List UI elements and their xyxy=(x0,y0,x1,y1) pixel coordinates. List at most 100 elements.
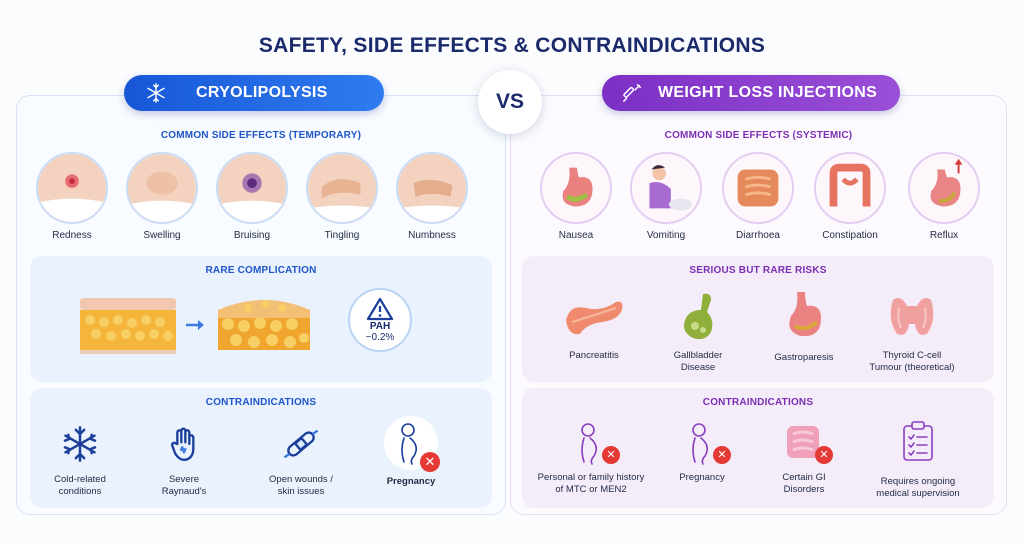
side-effect-redness: Redness xyxy=(32,152,112,241)
contra-label: conditions xyxy=(58,486,102,497)
contra-medical-supervision: Requires ongoing medical supervision xyxy=(866,420,970,500)
contra-label: Open wounds / xyxy=(269,474,333,485)
contra-gi-disorders: ✕ Certain GI Disorders xyxy=(764,420,844,496)
colon-icon xyxy=(814,152,886,224)
contra-label: Certain GI xyxy=(782,472,826,483)
normal-fat-tissue-icon xyxy=(78,296,178,360)
risk-label: Pancreatitis xyxy=(569,350,619,361)
thyroid-icon xyxy=(890,298,934,335)
bandage-icon xyxy=(283,429,319,459)
syringe-icon xyxy=(620,81,644,105)
stomach-icon xyxy=(540,152,612,224)
gallbladder-icon xyxy=(684,293,713,340)
pregnancy-icon: ✕ xyxy=(679,420,731,466)
page-title: SAFETY, SIDE EFFECTS & CONTRAINDICATIONS xyxy=(258,34,766,57)
risk-label: Gastroparesis xyxy=(774,352,834,363)
side-effect-label: Constipation xyxy=(822,230,878,241)
side-effect-label: Diarrhoea xyxy=(736,230,780,241)
snowflake-icon xyxy=(63,426,97,462)
risk-pancreatitis: Pancreatitis xyxy=(554,290,634,362)
contra-label: Cold-related xyxy=(54,474,106,485)
numbness-icon xyxy=(396,152,468,224)
x-mark-icon: ✕ xyxy=(420,452,440,472)
right-contraindications-box xyxy=(522,388,994,508)
contra-raynauds: Severe Raynaud's xyxy=(144,424,224,498)
contra-label: Personal or family history xyxy=(537,472,645,483)
side-effect-numbness: Numbness xyxy=(392,152,472,241)
side-effect-label: Numbness xyxy=(408,230,456,241)
side-effect-label: Tingling xyxy=(324,230,360,241)
contra-label: Pregnancy xyxy=(386,476,436,487)
snowflake-icon xyxy=(144,81,168,105)
serious-rare-risks-heading: SERIOUS BUT RARE RISKS xyxy=(689,265,827,276)
contra-mtc-men2: ✕ Personal or family history of MTC or M… xyxy=(532,420,650,496)
contra-label: Disorders xyxy=(783,484,825,495)
warning-icon: PAH ~0.2% xyxy=(348,288,412,352)
side-effect-label: Redness xyxy=(52,230,92,241)
risk-gastroparesis: Gastroparesis xyxy=(764,290,844,364)
x-mark-icon: ✕ xyxy=(815,446,833,464)
x-mark-icon: ✕ xyxy=(713,446,731,464)
tingling-icon xyxy=(306,152,378,224)
risk-gallbladder: Gallbladder Disease xyxy=(658,290,738,374)
weight-loss-injections-title: WEIGHT LOSS INJECTIONS xyxy=(658,84,878,101)
redness-icon xyxy=(36,152,108,224)
side-effect-label: Bruising xyxy=(233,230,271,241)
bruising-icon xyxy=(216,152,288,224)
reflux-stomach-icon xyxy=(908,152,980,224)
hand-icon xyxy=(170,427,195,461)
contra-pregnancy-right: ✕ Pregnancy xyxy=(662,420,742,484)
contra-label: skin issues xyxy=(277,486,325,497)
side-effect-reflux: Reflux xyxy=(904,152,984,241)
side-effect-swelling: Swelling xyxy=(122,152,202,241)
right-contraindications-heading: CONTRAINDICATIONS xyxy=(702,397,814,408)
rare-complication-heading: RARE COMPLICATION xyxy=(205,265,317,276)
pregnancy-icon: ✕ xyxy=(568,420,620,466)
vs-badge: VS xyxy=(478,70,542,134)
pah-label: PAH xyxy=(369,321,391,332)
side-effect-label: Vomiting xyxy=(646,230,686,241)
side-effect-nausea: Nausea xyxy=(536,152,616,241)
vomiting-person-icon xyxy=(630,152,702,224)
side-effect-label: Swelling xyxy=(143,230,181,241)
right-side-effects-heading: COMMON SIDE EFFECTS (SYSTEMIC) xyxy=(664,130,853,141)
intestine-icon xyxy=(722,152,794,224)
contra-label: Severe xyxy=(168,474,200,485)
side-effect-label: Nausea xyxy=(558,230,594,241)
clipboard-checklist-icon xyxy=(903,421,933,461)
arrow-right-icon xyxy=(184,318,206,336)
swelling-icon xyxy=(126,152,198,224)
left-side-effects-heading: COMMON SIDE EFFECTS (TEMPORARY) xyxy=(160,130,362,141)
contra-open-wounds: Open wounds / skin issues xyxy=(256,424,346,498)
contra-label: Pregnancy xyxy=(679,472,725,483)
enlarged-fat-tissue-icon xyxy=(214,288,314,360)
x-mark-icon: ✕ xyxy=(602,446,620,464)
risk-label: Disease xyxy=(680,362,716,373)
contra-cold-related: Cold-related conditions xyxy=(40,424,120,498)
pregnancy-icon: ✕ xyxy=(384,416,440,472)
weight-loss-injections-header: WEIGHT LOSS INJECTIONS xyxy=(602,75,900,111)
contra-label: medical supervision xyxy=(876,488,960,499)
pancreas-icon xyxy=(566,301,623,335)
side-effect-vomiting: Vomiting xyxy=(626,152,706,241)
pah-indicator: PAH ~0.2% xyxy=(346,288,414,352)
side-effect-tingling: Tingling xyxy=(302,152,382,241)
risk-label: Thyroid C-cell xyxy=(882,350,942,361)
side-effect-constipation: Constipation xyxy=(810,152,890,241)
stomach-icon xyxy=(789,292,821,337)
contra-label: Requires ongoing xyxy=(880,476,956,487)
side-effect-diarrhoea: Diarrhoea xyxy=(718,152,798,241)
risk-label: Gallbladder xyxy=(673,350,723,361)
cryolipolysis-title: CRYOLIPOLYSIS xyxy=(196,84,328,101)
left-contraindications-heading: CONTRAINDICATIONS xyxy=(205,397,317,408)
cryolipolysis-header: CRYOLIPOLYSIS xyxy=(124,75,384,111)
contra-label: of MTC or MEN2 xyxy=(555,484,627,495)
contra-pregnancy: ✕ Pregnancy xyxy=(376,416,446,488)
risk-label: Tumour (theoretical) xyxy=(869,362,955,373)
pah-value: ~0.2% xyxy=(365,332,395,343)
side-effect-bruising: Bruising xyxy=(212,152,292,241)
intestine-icon: ✕ xyxy=(781,420,833,466)
contra-label: Raynaud's xyxy=(161,486,207,497)
risk-thyroid: Thyroid C-cell Tumour (theoretical) xyxy=(862,290,962,374)
